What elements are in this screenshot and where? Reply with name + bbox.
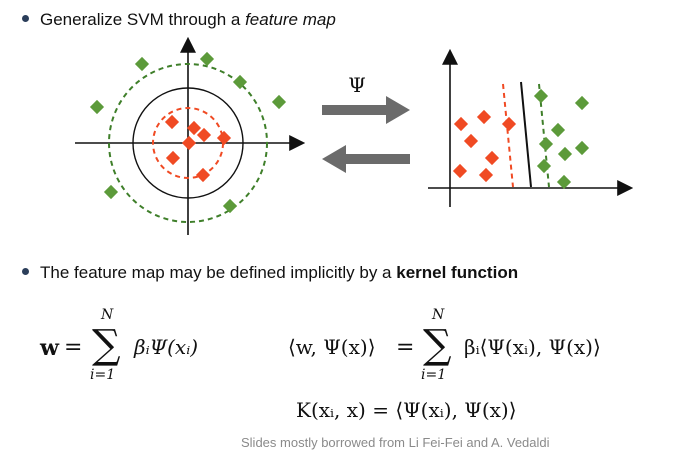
equation-kernel: K(xᵢ, x) = ⟨Ψ(xᵢ), Ψ(x)⟩	[296, 398, 517, 422]
outer-dashed-circle	[108, 63, 268, 223]
green-point	[89, 99, 105, 115]
green-point	[199, 51, 215, 67]
eq1-term: βᵢΨ(xᵢ)	[134, 335, 199, 359]
inverse-map-arrow	[322, 145, 410, 173]
red-point	[181, 135, 197, 151]
red-point	[453, 116, 469, 132]
bullet-text: The feature map may be defined implicitl…	[40, 263, 397, 282]
green-point	[556, 174, 572, 190]
bullet-dot	[22, 268, 29, 276]
right-green-points	[533, 88, 590, 190]
bullet-feature-map: Generalize SVM through a feature map	[22, 10, 336, 30]
decision-boundary	[520, 81, 532, 188]
bullet-emphasis: feature map	[245, 10, 336, 29]
eq2-sum-upper: N	[432, 307, 445, 323]
red-point	[484, 150, 500, 166]
eq2-lhs: ⟨w, Ψ(x)⟩	[288, 335, 376, 359]
green-point	[574, 140, 590, 156]
eq1-lhs: w	[40, 335, 59, 361]
red-point	[452, 163, 468, 179]
eq1-sum-symbol: ∑	[92, 322, 121, 368]
equation-w: w = N ∑ i=1 βᵢΨ(xᵢ)	[40, 305, 240, 385]
red-point	[196, 127, 212, 143]
eq2-sum-symbol: ∑	[423, 322, 452, 368]
green-point	[533, 88, 549, 104]
red-point	[195, 167, 211, 183]
green-point	[538, 136, 554, 152]
bullet-emphasis: kernel function	[396, 263, 519, 282]
forward-map-arrow	[322, 96, 410, 124]
red-margin-line	[502, 83, 514, 188]
red-point	[165, 150, 181, 166]
separator-circle	[132, 87, 244, 199]
bullet-kernel-function: The feature map may be defined implicitl…	[22, 263, 518, 283]
red-point	[164, 114, 180, 130]
eq2-term: βᵢ⟨Ψ(xᵢ), Ψ(x)⟩	[464, 335, 601, 359]
green-point	[557, 146, 573, 162]
red-point	[478, 167, 494, 183]
red-point	[476, 109, 492, 125]
equation-inner-product: ⟨w, Ψ(x)⟩ = N ∑ i=1 βᵢ⟨Ψ(xᵢ), Ψ(x)⟩	[288, 305, 638, 385]
right-red-points	[452, 109, 517, 183]
red-point	[463, 133, 479, 149]
left-red-points	[164, 114, 232, 183]
green-point	[134, 56, 150, 72]
feature-map-diagram: Ψ	[75, 36, 634, 235]
eq1-equals: =	[64, 335, 83, 360]
red-point	[501, 116, 517, 132]
green-point	[103, 184, 119, 200]
green-point	[550, 122, 566, 138]
green-point	[536, 158, 552, 174]
footer-credit: Slides mostly borrowed from Li Fei-Fei a…	[241, 435, 550, 450]
green-point	[271, 94, 287, 110]
bullet-dot	[22, 15, 29, 23]
eq2-equals: =	[396, 335, 415, 360]
eq2-sum-lower: i=1	[421, 367, 447, 383]
green-point	[222, 198, 238, 214]
red-point	[186, 120, 202, 136]
eq1-sum-lower: i=1	[90, 367, 116, 383]
bullet-text: Generalize SVM through a	[40, 10, 246, 29]
psi-label: Ψ	[348, 73, 366, 97]
eq1-sum-upper: N	[101, 307, 114, 323]
green-point	[574, 95, 590, 111]
